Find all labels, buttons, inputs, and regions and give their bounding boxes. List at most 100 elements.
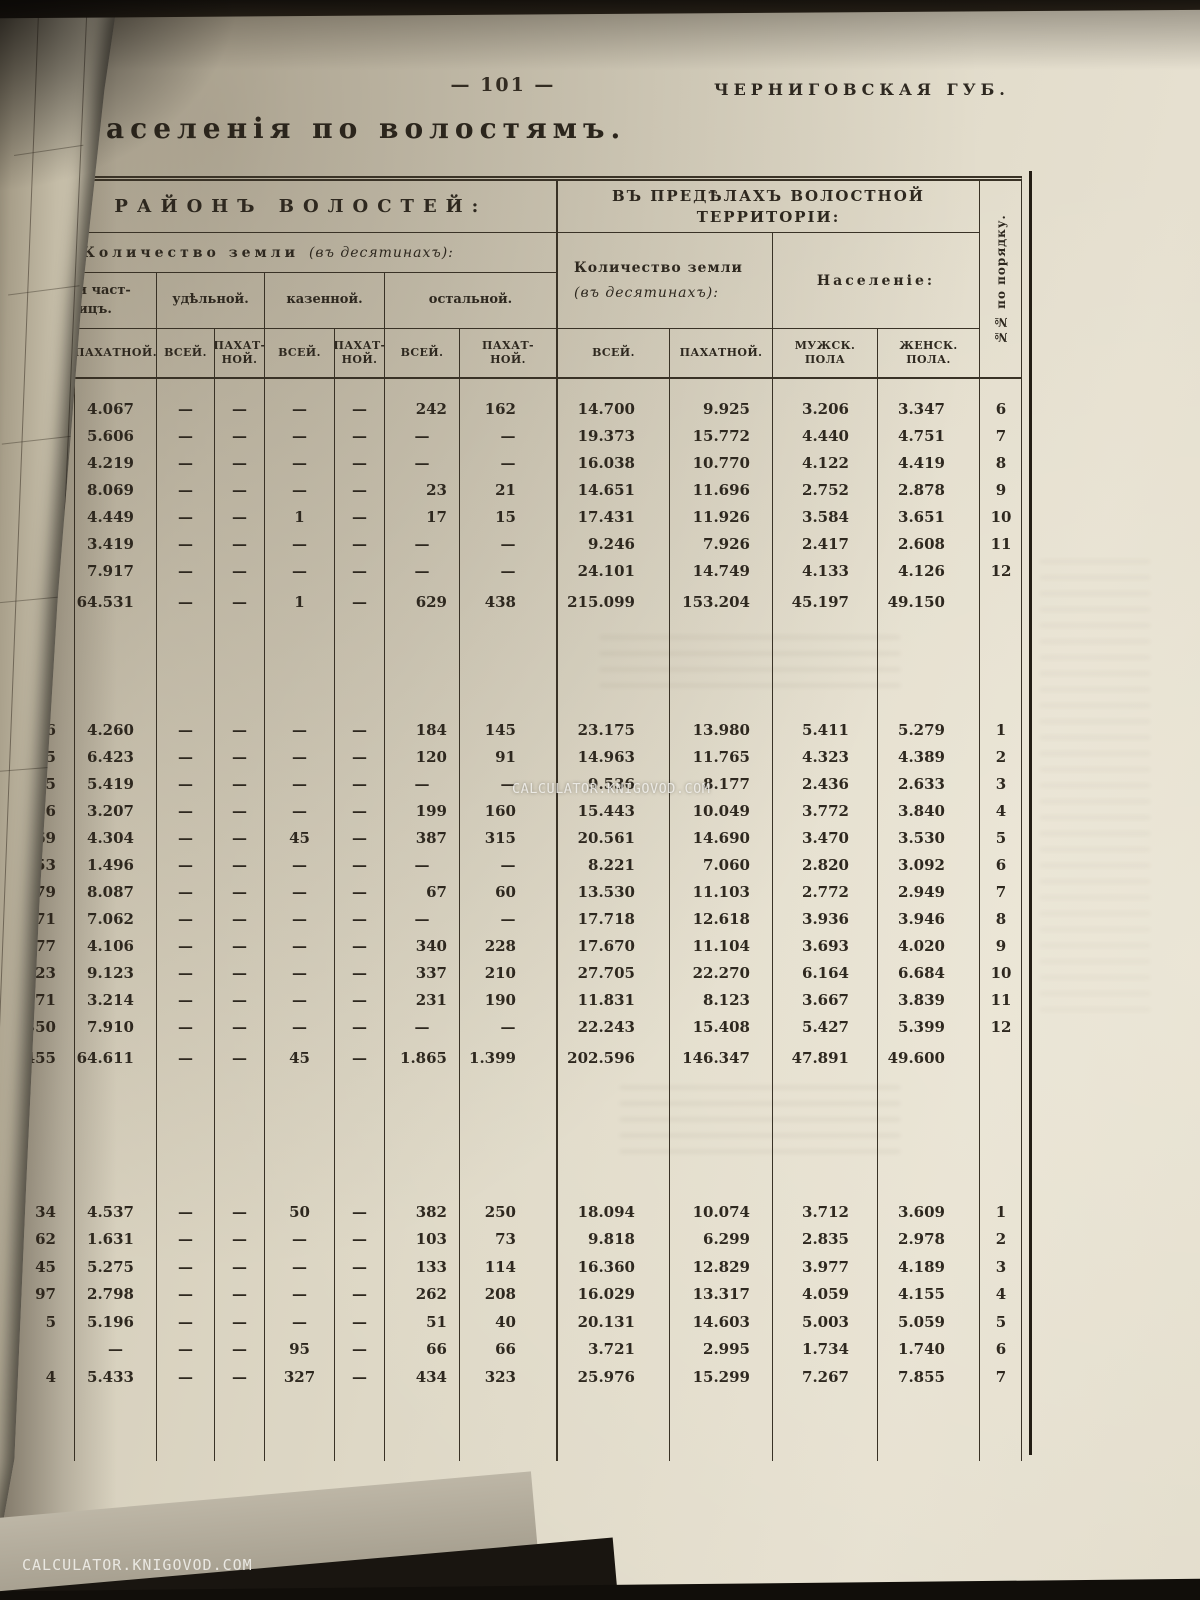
table-cell: 2.436 [773, 770, 878, 797]
table-cell: 5.399 [878, 1013, 980, 1040]
table-cell: 5.427 [773, 1013, 878, 1040]
table-cell: 4.189 [878, 1253, 980, 1281]
table-cell: 7.755 [0, 743, 75, 770]
table-cell: 231 [385, 986, 460, 1013]
table-spacer-cell [460, 379, 558, 395]
table-cell: 6.721 [0, 503, 75, 530]
table-cell: — [460, 449, 558, 476]
table-cell: 14.651 [558, 476, 670, 503]
table-cell: 3 [995, 774, 1007, 793]
table-cell: 4.059 [773, 1280, 878, 1308]
table-cell: 8 [995, 453, 1007, 472]
table-cell: — [335, 851, 385, 878]
table-spacer-cell [157, 1076, 215, 1198]
table-spacer-cell [558, 1076, 670, 1198]
table-cell: — [215, 422, 265, 449]
table-cell: — [157, 986, 215, 1013]
table-cell: — [215, 716, 265, 743]
table-cell: — [265, 797, 335, 824]
table-cell: 6 [995, 855, 1007, 874]
table-spacer-cell [878, 379, 980, 395]
table-cell: — [265, 932, 335, 959]
land-label: Количество земли [82, 244, 299, 261]
table-cell: 3.839 [878, 986, 980, 1013]
table-cell: 3.092 [878, 851, 980, 878]
table-cell: 3.721 [558, 1335, 670, 1363]
table-cell: — [215, 557, 265, 584]
table-cell: 10 [990, 507, 1012, 526]
table-cell: 4.189 [0, 530, 75, 557]
table-cell: — [157, 770, 215, 797]
table-cell: .077 [0, 932, 75, 959]
table-cell: 455 [0, 1040, 75, 1076]
table-cell: — [265, 770, 335, 797]
table-cell: — [385, 851, 460, 878]
table-cell: — [335, 1225, 385, 1253]
table-cell: — [265, 422, 335, 449]
table-cell: 9.536 [558, 770, 670, 797]
table-spacer-cell [670, 379, 773, 395]
table-header: ВЪ РАЙОНЪ ВОЛОСТЕЙ: Количество земли (въ… [0, 176, 1022, 379]
table-cell: 3.419 [75, 530, 157, 557]
table-cell: — [265, 1253, 335, 1281]
table-spacer-cell [878, 620, 980, 716]
subheader-all: ВСЕЙ. [385, 329, 460, 377]
watermark-center: CALCULATOR.KNIGOVOD.COM [512, 781, 711, 797]
table-spacer-cell [980, 1076, 1022, 1198]
table-spacer-cell [335, 379, 385, 395]
table-cell: — [385, 1013, 460, 1040]
table-cell: — [215, 1013, 265, 1040]
table-spacer-cell [335, 1076, 385, 1198]
table-cell: 45 [265, 824, 335, 851]
table-cell: 17 [385, 503, 460, 530]
table-cell: 327 [265, 1363, 335, 1391]
table-cell: — [335, 449, 385, 476]
table-cell: — [157, 743, 215, 770]
table-cell: — [335, 770, 385, 797]
table-cell: 6 [995, 399, 1007, 418]
table-cell: 3.977 [773, 1253, 878, 1281]
table-cell: 11.103 [670, 878, 773, 905]
table-cell: 97 [0, 1280, 75, 1308]
table-cell: — [460, 1013, 558, 1040]
table-cell: 6 [995, 1340, 1007, 1359]
table-cell: .471 [0, 986, 75, 1013]
table-cell: 5.279 [878, 716, 980, 743]
table-cell: 8 [995, 909, 1007, 928]
table-cell: — [335, 503, 385, 530]
table-cell: — [157, 1040, 215, 1076]
table-cell: 5 [995, 828, 1007, 847]
table-cell: — [157, 422, 215, 449]
table-cell: 3.667 [773, 986, 878, 1013]
table-cell: 4.323 [773, 743, 878, 770]
table-cell: — [157, 1335, 215, 1363]
table-cell: — [157, 932, 215, 959]
table-cell: — [215, 395, 265, 422]
table-cell: 202.596 [558, 1040, 670, 1076]
page-title: аселенія по волостямъ. [106, 112, 627, 145]
table-cell: — [215, 1308, 265, 1336]
table-cell: — [157, 905, 215, 932]
table-cell: 7.855 [878, 1363, 980, 1391]
table-cell: 3.470 [773, 824, 878, 851]
table-cell: 5.433 [75, 1363, 157, 1391]
table-cell: — [215, 1198, 265, 1226]
table-cell: 4.260 [75, 716, 157, 743]
table-spacer-cell [0, 1076, 75, 1198]
table-cell: 1 [265, 503, 335, 530]
table-spacer-cell [265, 379, 335, 395]
table-cell: — [265, 851, 335, 878]
table-cell: — [265, 557, 335, 584]
table-cell: 1.865 [385, 1040, 460, 1076]
watermark-bottom: CALCULATOR.KNIGOVOD.COM [22, 1556, 253, 1574]
table-cell: — [335, 1280, 385, 1308]
table-spacer-cell [75, 1390, 157, 1461]
table-cell: 7.917 [75, 557, 157, 584]
table-cell: — [335, 932, 385, 959]
table-cell: 4.751 [878, 422, 980, 449]
table-cell: 103 [385, 1225, 460, 1253]
table-spacer-cell [265, 1390, 335, 1461]
table-cell: 2.820 [773, 851, 878, 878]
